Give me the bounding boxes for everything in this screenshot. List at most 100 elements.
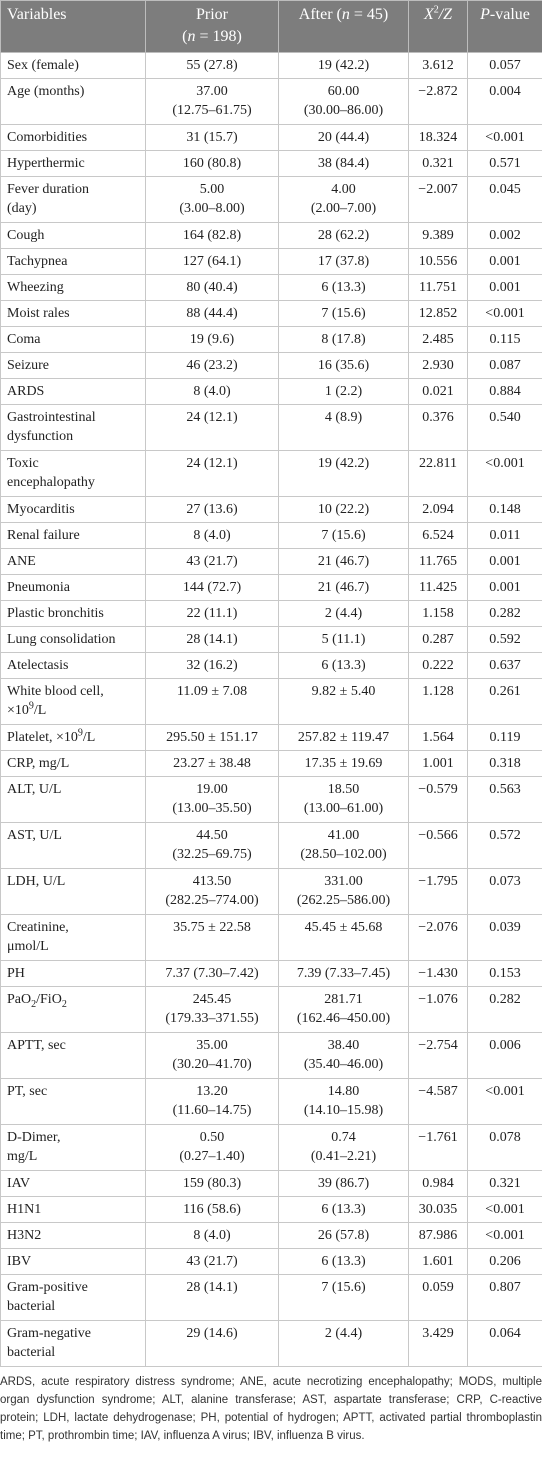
- cell: 19 (42.2): [278, 52, 409, 79]
- row-label: Plastic bronchitis: [0, 600, 146, 627]
- cell: 159 (80.3): [145, 1170, 279, 1197]
- row-label: D-Dimer, mg/L: [0, 1124, 146, 1171]
- row-label: ANE: [0, 548, 146, 575]
- cell: 6.524: [408, 522, 468, 549]
- cell: 1.001: [408, 750, 468, 777]
- cell: 17 (37.8): [278, 248, 409, 275]
- cell: 0.011: [467, 522, 542, 549]
- text-part: = 198): [195, 28, 242, 45]
- cell: 0.057: [467, 52, 542, 79]
- cell: 28 (14.1): [145, 626, 279, 653]
- cell: 55 (27.8): [145, 52, 279, 79]
- text-part: /L: [82, 730, 96, 745]
- cell: 24 (12.1): [145, 404, 279, 451]
- cell: 1.128: [408, 678, 468, 725]
- table-row: H1N1 116 (58.6) 6 (13.3) 30.035 <0.001: [0, 1196, 542, 1223]
- cell: 18.50 (13.00–61.00): [278, 776, 409, 823]
- cell: 1 (2.2): [278, 378, 409, 405]
- row-label: Toxic encephalopathy: [0, 450, 146, 497]
- cell: 0.021: [408, 378, 468, 405]
- cell: 0.148: [467, 496, 542, 523]
- cell: 27 (13.6): [145, 496, 279, 523]
- cell: 0.282: [467, 600, 542, 627]
- cell: 0.571: [467, 150, 542, 177]
- cell: 257.82 ± 119.47: [278, 724, 409, 751]
- table-row: Seizure 46 (23.2) 16 (35.6) 2.930 0.087: [0, 352, 542, 379]
- row-label: Pneumonia: [0, 574, 146, 601]
- cell: 0.006: [467, 1032, 542, 1079]
- row-label: Platelet, ×109/L: [0, 724, 146, 751]
- table-row: IAV 159 (80.3) 39 (86.7) 0.984 0.321: [0, 1170, 542, 1197]
- table-row: Moist rales 88 (44.4) 7 (15.6) 12.852 <0.001: [0, 300, 542, 327]
- cell: 5.00 (3.00–8.00): [145, 176, 279, 223]
- cell: 281.71 (162.46–450.00): [278, 986, 409, 1033]
- table-row: Tachypnea 127 (64.1) 17 (37.8) 10.556 0.001: [0, 248, 542, 275]
- cell: 160 (80.8): [145, 150, 279, 177]
- row-label: Seizure: [0, 352, 146, 379]
- cell: 38 (84.4): [278, 150, 409, 177]
- row-label: Gastrointestinal dysfunction: [0, 404, 146, 451]
- table-row: Wheezing 80 (40.4) 6 (13.3) 11.751 0.001: [0, 274, 542, 301]
- table-row: Lung consolidation 28 (14.1) 5 (11.1) 0.287…: [0, 626, 542, 653]
- cell: 13.20 (11.60–14.75): [145, 1078, 279, 1125]
- column-header: Variables: [0, 0, 146, 53]
- cell: 12.852: [408, 300, 468, 327]
- cell: 41.00 (28.50–102.00): [278, 822, 409, 869]
- cell: 46 (23.2): [145, 352, 279, 379]
- table-row: Platelet, ×109/L 295.50 ± 151.17 257.82 ± …: [0, 724, 542, 751]
- cell: 14.80 (14.10–15.98): [278, 1078, 409, 1125]
- cell: 2.485: [408, 326, 468, 353]
- cell: 44.50 (32.25–69.75): [145, 822, 279, 869]
- cell: 1.601: [408, 1248, 468, 1275]
- cell: 144 (72.7): [145, 574, 279, 601]
- row-label: PaO2/FiO2: [0, 986, 146, 1033]
- cell: 331.00 (262.25–586.00): [278, 868, 409, 915]
- column-header: After (n = 45): [278, 0, 409, 53]
- cell: 116 (58.6): [145, 1196, 279, 1223]
- cell: 7 (15.6): [278, 522, 409, 549]
- cell: 24 (12.1): [145, 450, 279, 497]
- text-part: 9: [77, 727, 83, 739]
- cell: 0.115: [467, 326, 542, 353]
- cell: 0.318: [467, 750, 542, 777]
- cell: 0.073: [467, 868, 542, 915]
- cell: 4.00 (2.00–7.00): [278, 176, 409, 223]
- text-part: /L: [33, 703, 47, 718]
- cell: 0.001: [467, 248, 542, 275]
- cell: 6 (13.3): [278, 652, 409, 679]
- cell: −0.579: [408, 776, 468, 823]
- text-part: After (: [298, 6, 342, 23]
- cell: 0.001: [467, 548, 542, 575]
- text-part: = 45): [349, 6, 389, 23]
- cell: 164 (82.8): [145, 222, 279, 249]
- cell: 0.078: [467, 1124, 542, 1171]
- row-label: Comorbidities: [0, 124, 146, 151]
- cell: 0.984: [408, 1170, 468, 1197]
- row-label: PT, sec: [0, 1078, 146, 1125]
- cell: 11.425: [408, 574, 468, 601]
- row-label: ARDS: [0, 378, 146, 405]
- cell: 17.35 ± 19.69: [278, 750, 409, 777]
- row-label: Wheezing: [0, 274, 146, 301]
- cell: 0.222: [408, 652, 468, 679]
- cell: 38.40 (35.40–46.00): [278, 1032, 409, 1079]
- table-row: ALT, U/L 19.00 (13.00–35.50) 18.50 (13.00–…: [0, 776, 542, 823]
- cell: 6 (13.3): [278, 1196, 409, 1223]
- cell: 80 (40.4): [145, 274, 279, 301]
- cell: 0.321: [467, 1170, 542, 1197]
- cell: 29 (14.6): [145, 1320, 279, 1367]
- cell: <0.001: [467, 1078, 542, 1125]
- cell: −1.795: [408, 868, 468, 915]
- text-part: 9: [28, 700, 34, 712]
- cell: 0.039: [467, 914, 542, 961]
- cell: 35.00 (30.20–41.70): [145, 1032, 279, 1079]
- cell: 6 (13.3): [278, 274, 409, 301]
- table-row: Gram-negative bacterial 29 (14.6) 2 (4.4) 3…: [0, 1320, 542, 1367]
- cell: 8 (17.8): [278, 326, 409, 353]
- column-header: Prior (n = 198): [145, 0, 279, 53]
- cell: 0.287: [408, 626, 468, 653]
- cell: 43 (21.7): [145, 548, 279, 575]
- cell: 0.74 (0.41–2.21): [278, 1124, 409, 1171]
- cell: 0.884: [467, 378, 542, 405]
- cell: <0.001: [467, 450, 542, 497]
